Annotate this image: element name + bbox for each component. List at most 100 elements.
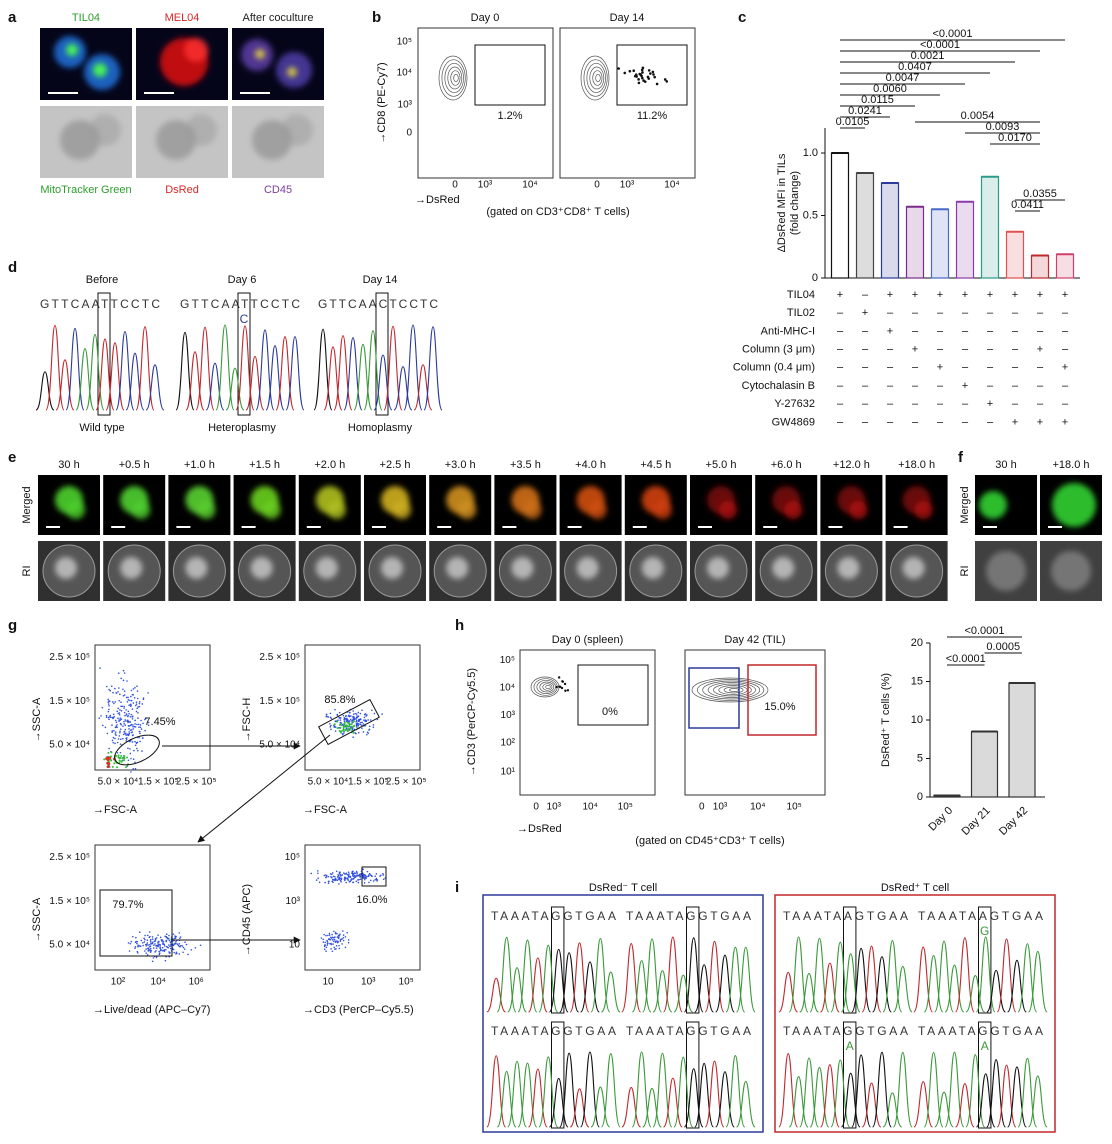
event <box>127 710 130 713</box>
condition-label: Y-27632 <box>774 398 815 410</box>
event <box>122 688 124 691</box>
event <box>653 75 656 79</box>
chromatogram-peak <box>840 1072 861 1128</box>
event <box>138 705 141 708</box>
sequence: TAAATAGGTGAA <box>783 1024 908 1038</box>
chromatogram-peak <box>225 367 245 411</box>
event <box>359 723 362 726</box>
event <box>641 66 645 70</box>
event <box>144 950 146 952</box>
event <box>354 876 357 878</box>
condition-sign: – <box>837 344 844 356</box>
chromatogram-peak <box>954 1083 975 1128</box>
event <box>355 726 358 728</box>
event <box>357 715 360 718</box>
event <box>159 946 162 949</box>
event <box>114 737 116 740</box>
cell-signal <box>446 557 469 579</box>
event <box>110 685 113 687</box>
condition-sign: – <box>937 325 944 337</box>
event <box>334 948 336 951</box>
event <box>146 939 149 941</box>
cell-signal <box>849 501 868 519</box>
event <box>109 714 112 717</box>
panel-letter: e <box>8 449 16 466</box>
event <box>160 939 163 941</box>
event <box>128 712 130 715</box>
event <box>116 766 119 769</box>
event <box>112 691 114 694</box>
label: +2.0 h <box>314 459 345 471</box>
event <box>111 739 114 742</box>
y-tick-label: 1.5 × 10⁵ <box>49 896 90 907</box>
event <box>332 943 334 945</box>
event <box>334 879 336 882</box>
chromatogram-peak <box>652 970 673 1013</box>
event <box>353 716 355 719</box>
chromatogram-peak <box>580 1051 600 1128</box>
event <box>561 680 565 683</box>
event <box>139 740 141 743</box>
event <box>333 723 336 726</box>
event <box>342 934 345 936</box>
cell-signal <box>393 501 411 519</box>
event <box>136 685 138 687</box>
event <box>637 81 641 85</box>
event <box>157 934 159 936</box>
cell-signal <box>1051 551 1091 591</box>
event <box>135 936 137 939</box>
chromatogram-peak <box>1007 1066 1027 1128</box>
event <box>131 731 134 733</box>
event <box>137 717 139 719</box>
event <box>127 759 130 762</box>
event <box>363 877 365 879</box>
condition-sign: – <box>987 380 994 392</box>
gate-label: 85.8% <box>324 694 355 706</box>
cell-signal <box>381 557 403 579</box>
condition-sign: – <box>987 362 994 374</box>
highlight-box <box>843 1021 857 1129</box>
event <box>125 709 127 711</box>
y-tick-label: 5.0 × 10⁴ <box>49 740 90 751</box>
event <box>332 881 334 883</box>
label: +3.0 h <box>445 459 476 471</box>
event <box>120 723 122 726</box>
event <box>111 716 114 719</box>
condition-sign: – <box>1012 325 1019 337</box>
event <box>144 718 146 721</box>
event <box>127 720 129 722</box>
highlight-box <box>978 906 992 1014</box>
chromatogram-peak <box>393 366 413 411</box>
event <box>135 701 138 703</box>
chromatogram-peak <box>125 352 145 411</box>
event <box>352 881 354 884</box>
label: +0.5 h <box>119 459 150 471</box>
event <box>120 677 122 680</box>
event <box>110 759 113 762</box>
event <box>337 878 340 880</box>
label: +5.0 h <box>706 459 737 471</box>
event <box>336 941 339 944</box>
event <box>363 875 366 877</box>
event <box>127 699 130 701</box>
condition-sign: – <box>937 398 944 410</box>
event <box>101 706 104 709</box>
label: 30 h <box>58 459 79 471</box>
event <box>112 713 115 716</box>
event <box>126 701 129 703</box>
event <box>147 944 149 946</box>
event <box>663 78 667 81</box>
p-value: <0.0001 <box>932 28 972 40</box>
p-value: 0.0005 <box>986 641 1020 653</box>
condition-sign: + <box>1037 416 1043 428</box>
x-tick-label: 10⁵ <box>399 977 414 988</box>
chromatogram-peak <box>735 946 756 1013</box>
event <box>325 946 328 949</box>
event <box>333 940 335 943</box>
x-tick-label: Day 42 <box>997 805 1030 838</box>
chromatogram-peak <box>840 953 861 1013</box>
event <box>177 944 180 947</box>
event <box>557 676 561 679</box>
label: Day 0 <box>471 12 500 24</box>
event <box>125 714 128 716</box>
